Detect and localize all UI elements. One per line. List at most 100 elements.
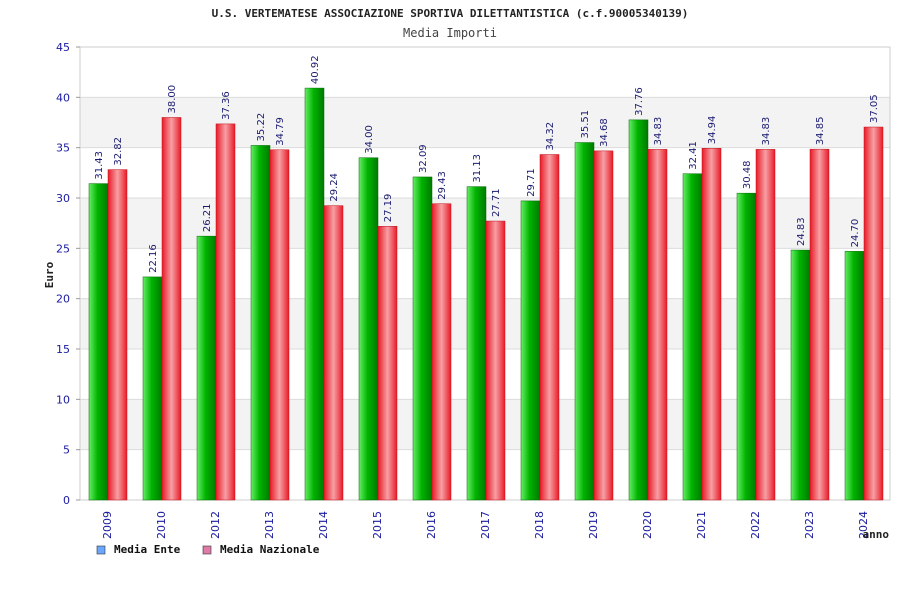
data-label-media-nazionale: 37.36 bbox=[221, 91, 232, 120]
data-label-media-nazionale: 34.32 bbox=[545, 122, 556, 151]
bar-media-ente bbox=[736, 192, 757, 501]
bar-media-ente bbox=[844, 251, 865, 501]
bar-media-nazionale bbox=[863, 126, 884, 501]
bar-media-ente bbox=[628, 119, 649, 501]
x-tick-label: 2010 bbox=[155, 511, 168, 539]
bar-media-ente bbox=[682, 173, 703, 501]
bar-media-nazionale bbox=[539, 154, 560, 501]
y-tick-label: 30 bbox=[56, 192, 70, 205]
bar-media-ente bbox=[196, 235, 217, 501]
data-label-media-ente: 29.71 bbox=[526, 168, 537, 197]
x-tick-label: 2017 bbox=[479, 511, 492, 539]
data-label-media-nazionale: 34.85 bbox=[815, 117, 826, 146]
bar-media-nazionale bbox=[809, 148, 830, 501]
bar-media-ente bbox=[790, 249, 811, 501]
y-tick-label: 5 bbox=[63, 444, 70, 457]
bar-media-nazionale bbox=[215, 123, 236, 501]
bar-media-nazionale bbox=[107, 169, 128, 501]
x-tick-label: 2016 bbox=[425, 511, 438, 539]
data-label-media-ente: 24.70 bbox=[850, 219, 861, 248]
bar-media-ente bbox=[574, 142, 595, 501]
y-tick-label: 15 bbox=[56, 343, 70, 356]
data-label-media-nazionale: 27.71 bbox=[491, 188, 502, 217]
data-label-media-nazionale: 34.83 bbox=[653, 117, 664, 146]
grid-band bbox=[80, 97, 890, 148]
legend-swatch-media-ente bbox=[96, 545, 106, 555]
bar-media-ente bbox=[250, 145, 271, 501]
x-tick-label: 2012 bbox=[209, 511, 222, 539]
data-label-media-ente: 35.51 bbox=[580, 110, 591, 139]
bar-media-ente bbox=[520, 200, 541, 501]
y-tick-label: 0 bbox=[63, 494, 70, 507]
x-axis-label: anno bbox=[863, 528, 890, 541]
data-label-media-nazionale: 29.43 bbox=[437, 171, 448, 200]
y-tick-label: 35 bbox=[56, 142, 70, 155]
data-label-media-nazionale: 34.94 bbox=[707, 116, 718, 145]
legend: Media Ente Media Nazionale bbox=[96, 543, 320, 556]
bar-media-nazionale bbox=[593, 150, 614, 501]
x-tick-label: 2018 bbox=[533, 511, 546, 539]
data-label-media-ente: 24.83 bbox=[796, 217, 807, 246]
x-tick-label: 2020 bbox=[641, 511, 654, 539]
data-label-media-ente: 34.00 bbox=[364, 125, 375, 154]
x-tick-label: 2009 bbox=[101, 511, 114, 539]
bar-media-nazionale bbox=[701, 148, 722, 501]
data-label-media-nazionale: 29.24 bbox=[329, 173, 340, 202]
bar-media-ente bbox=[304, 87, 325, 501]
bar-media-ente bbox=[142, 276, 163, 501]
legend-swatch-media-nazionale bbox=[202, 545, 212, 555]
data-label-media-nazionale: 34.79 bbox=[275, 117, 286, 146]
x-tick-label: 2023 bbox=[803, 511, 816, 539]
y-tick-label: 10 bbox=[56, 393, 70, 406]
y-axis-label: Euro bbox=[43, 261, 56, 288]
data-label-media-nazionale: 34.83 bbox=[761, 117, 772, 146]
data-label-media-ente: 32.09 bbox=[418, 144, 429, 173]
data-label-media-nazionale: 32.82 bbox=[113, 137, 124, 166]
bar-media-ente bbox=[358, 157, 379, 501]
data-label-media-ente: 22.16 bbox=[148, 244, 159, 273]
x-tick-label: 2019 bbox=[587, 511, 600, 539]
x-tick-label: 2024 bbox=[857, 511, 870, 539]
bar-media-nazionale bbox=[323, 205, 344, 501]
bar-media-nazionale bbox=[377, 226, 398, 501]
bar-media-nazionale bbox=[431, 203, 452, 501]
data-label-media-nazionale: 38.00 bbox=[167, 85, 178, 114]
x-tick-label: 2021 bbox=[695, 511, 708, 539]
bar-media-ente bbox=[88, 183, 109, 501]
bar-media-ente bbox=[412, 176, 433, 501]
data-label-media-nazionale: 34.68 bbox=[599, 118, 610, 147]
data-label-media-ente: 31.13 bbox=[472, 154, 483, 183]
data-label-media-ente: 32.41 bbox=[688, 141, 699, 170]
bars bbox=[88, 87, 884, 501]
chart-title: U.S. VERTEMATESE ASSOCIAZIONE SPORTIVA D… bbox=[212, 7, 689, 20]
bar-media-nazionale bbox=[485, 220, 506, 501]
chart-subtitle: Media Importi bbox=[403, 26, 497, 40]
data-label-media-ente: 31.43 bbox=[94, 151, 105, 180]
bar-media-nazionale bbox=[647, 149, 668, 501]
x-tick-label: 2022 bbox=[749, 511, 762, 539]
x-axis: 2009 2010 2012 2013 2014 2015 2016 2017 2018 2019… bbox=[101, 511, 870, 539]
legend-label-media-ente: Media Ente bbox=[114, 543, 181, 556]
y-axis: 0 5 10 15 20 25 30 35 40 45 bbox=[56, 41, 80, 507]
x-tick-label: 2014 bbox=[317, 511, 330, 539]
x-tick-label: 2015 bbox=[371, 511, 384, 539]
bar-media-nazionale bbox=[161, 117, 182, 501]
data-labels: 31.43 32.82 22.16 38.00 26.21 37.36 35.22 34.79… bbox=[94, 55, 880, 272]
x-tick-label: 2013 bbox=[263, 511, 276, 539]
bar-media-nazionale bbox=[755, 149, 776, 501]
y-tick-label: 20 bbox=[56, 293, 70, 306]
legend-label-media-nazionale: Media Nazionale bbox=[220, 543, 320, 556]
y-tick-label: 25 bbox=[56, 242, 70, 255]
data-label-media-ente: 37.76 bbox=[634, 87, 645, 116]
data-label-media-ente: 26.21 bbox=[202, 204, 213, 233]
y-tick-label: 40 bbox=[56, 91, 70, 104]
bar-media-ente bbox=[466, 186, 487, 501]
y-tick-label: 45 bbox=[56, 41, 70, 54]
data-label-media-nazionale: 27.19 bbox=[383, 194, 394, 223]
data-label-media-ente: 35.22 bbox=[256, 113, 267, 142]
data-label-media-ente: 30.48 bbox=[742, 161, 753, 190]
data-label-media-nazionale: 37.05 bbox=[869, 94, 880, 123]
data-label-media-ente: 40.92 bbox=[310, 55, 321, 84]
